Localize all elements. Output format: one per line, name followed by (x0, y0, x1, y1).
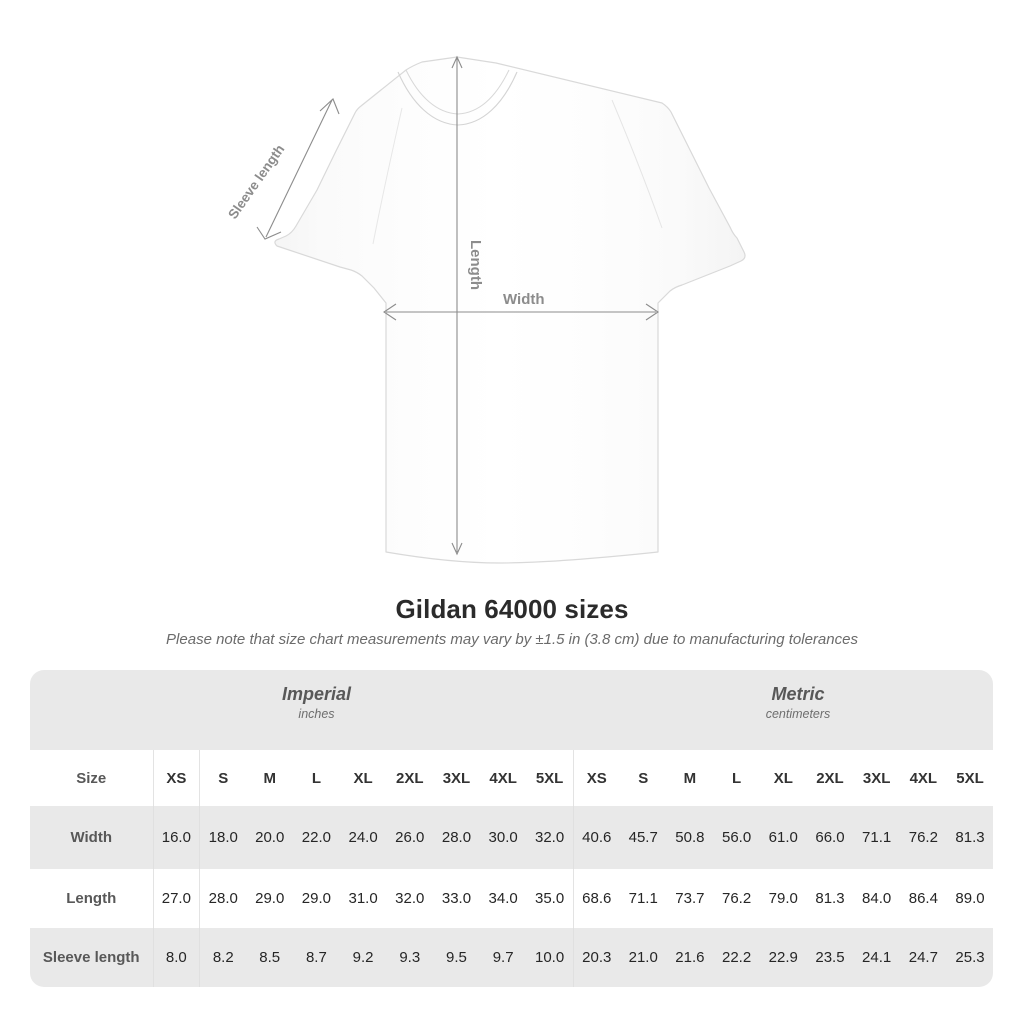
svg-text:Sleeve length: Sleeve length (225, 142, 287, 222)
svg-text:Length: Length (467, 240, 484, 290)
svg-text:Width: Width (503, 291, 545, 308)
